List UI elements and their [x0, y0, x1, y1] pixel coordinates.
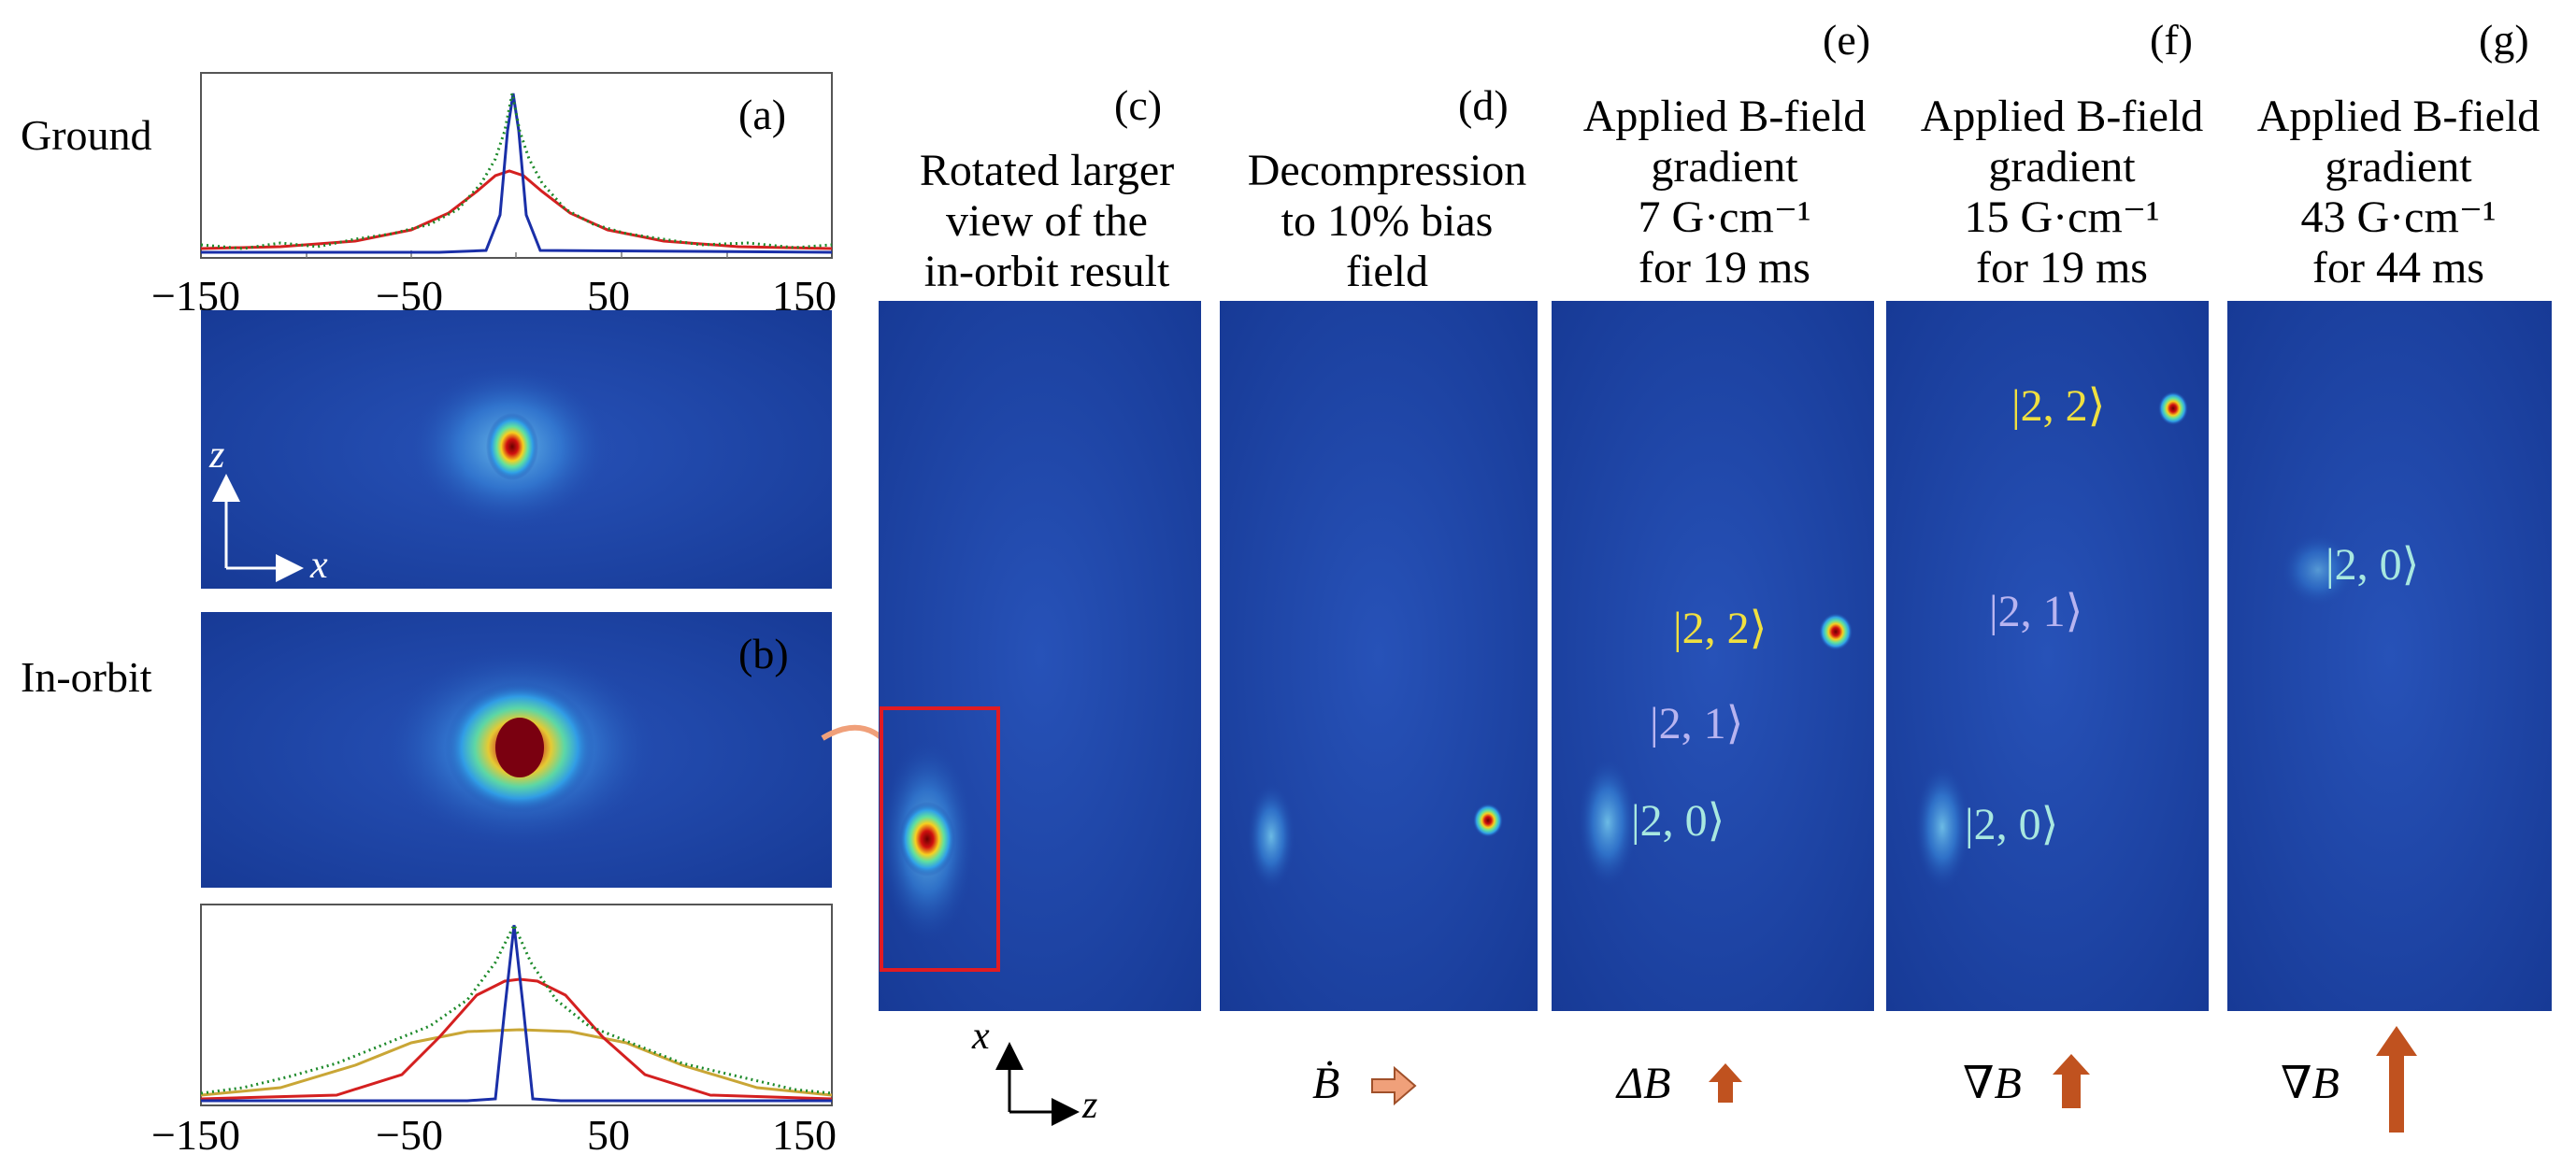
bottom-axis-tick-150: 150 — [772, 1111, 837, 1154]
xz-axis-indicator: x z — [971, 1015, 1097, 1127]
panel-b-tag: (b) — [738, 630, 789, 677]
panel-e-title-line1: Applied B-field — [1583, 92, 1867, 141]
panel-e-tag: (e) — [1823, 16, 1870, 64]
state-label-20: |2, 0⟩ — [1965, 800, 2058, 849]
delta-b-arrow — [1709, 1063, 1742, 1103]
axis-label-z: z — [1081, 1084, 1097, 1127]
panel-d-title-line3: field — [1346, 247, 1428, 296]
grad-b-arrow — [2053, 1054, 2090, 1108]
panel-e: (e) Applied B-field gradient 7 G·cm⁻¹ fo… — [1552, 16, 1874, 1108]
state-label-21: |2, 1⟩ — [1650, 699, 1743, 748]
axis-label-z: z — [208, 434, 224, 477]
state-label-20: |2, 0⟩ — [2326, 540, 2419, 590]
state-label-21: |2, 1⟩ — [1989, 587, 2082, 636]
zx-axis-indicator: z x — [208, 434, 328, 587]
panel-f-title-line1: Applied B-field — [1921, 92, 2204, 141]
axis-label-x: x — [309, 544, 328, 587]
bottom-axis-tick-m50: −50 — [376, 1111, 443, 1154]
panel-d: (d) Decompression to 10% bias field Ḃ — [1220, 81, 1538, 1108]
panel-e-image — [1552, 301, 1874, 1011]
blue-fit-curve — [201, 924, 832, 1103]
panel-g-title-line2: gradient — [2325, 142, 2472, 192]
panel-c: (c) Rotated larger view of the in-orbit … — [879, 81, 1201, 1127]
ground-row-label: Ground — [21, 111, 152, 159]
panel-e-title-line2: gradient — [1651, 142, 1798, 192]
panel-d-title-line1: Decompression — [1248, 146, 1527, 195]
bottom-axis-tick-m150: −150 — [151, 1111, 240, 1154]
panel-e-title-line3: 7 G·cm⁻¹ — [1638, 192, 1810, 242]
panel-g-image — [2227, 301, 2552, 1011]
b-dot-arrow — [1371, 1065, 1417, 1106]
axis-label-x: x — [971, 1015, 990, 1058]
panel-a-tag: (a) — [738, 91, 786, 138]
yellow-fit-curve — [200, 1028, 833, 1097]
panel-f-title-line3: 15 G·cm⁻¹ — [1964, 192, 2159, 242]
state-label-22: |2, 2⟩ — [1673, 604, 1767, 653]
blue-fit-curve — [201, 93, 833, 254]
panel-d-tag: (d) — [1458, 81, 1509, 129]
panel-c-title-line2: view of the — [946, 196, 1148, 246]
panel-f-image — [1886, 301, 2209, 1011]
panel-f-tag: (f) — [2150, 16, 2193, 64]
delta-b-symbol: ΔB — [1615, 1059, 1671, 1108]
panel-e-title-line4: for 19 ms — [1639, 243, 1810, 292]
panel-f: (f) Applied B-field gradient 15 G·cm⁻¹ f… — [1886, 16, 2209, 1108]
panel-c-title-line3: in-orbit result — [924, 247, 1170, 296]
in-orbit-row-label: In-orbit — [21, 653, 152, 701]
grad-b-symbol: ∇B — [2281, 1059, 2340, 1108]
state-label-22: |2, 2⟩ — [2011, 381, 2105, 431]
highlight-box — [880, 706, 1000, 972]
panel-g-title-line4: for 44 ms — [2312, 243, 2484, 292]
ground-profile-plot: (a) — [200, 72, 833, 259]
state-label-20: |2, 0⟩ — [1631, 796, 1724, 846]
panel-g-title-line1: Applied B-field — [2257, 92, 2540, 141]
panel-g-title-line3: 43 G·cm⁻¹ — [2300, 192, 2496, 242]
in-orbit-absorption-image: (b) — [201, 612, 832, 888]
panel-c-tag: (c) — [1114, 81, 1162, 129]
b-dot-symbol: Ḃ — [1312, 1059, 1339, 1108]
grad-b-symbol: ∇B — [1963, 1059, 2022, 1108]
panel-f-title-line4: for 19 ms — [1976, 243, 2148, 292]
panel-g: (g) Applied B-field gradient 43 G·cm⁻¹ f… — [2227, 16, 2552, 1133]
panel-g-tag: (g) — [2479, 16, 2529, 64]
bottom-axis-tick-50: 50 — [587, 1111, 630, 1154]
ground-absorption-image: z x — [201, 310, 832, 589]
plot-frame — [200, 72, 833, 259]
panel-d-image — [1220, 301, 1538, 1011]
panel-f-title-line2: gradient — [1988, 142, 2136, 192]
large-grad-b-arrow — [2376, 1026, 2417, 1133]
in-orbit-profile-plot — [200, 904, 833, 1106]
panel-d-title-line2: to 10% bias — [1281, 196, 1494, 246]
panel-c-title-line1: Rotated larger — [920, 146, 1174, 195]
